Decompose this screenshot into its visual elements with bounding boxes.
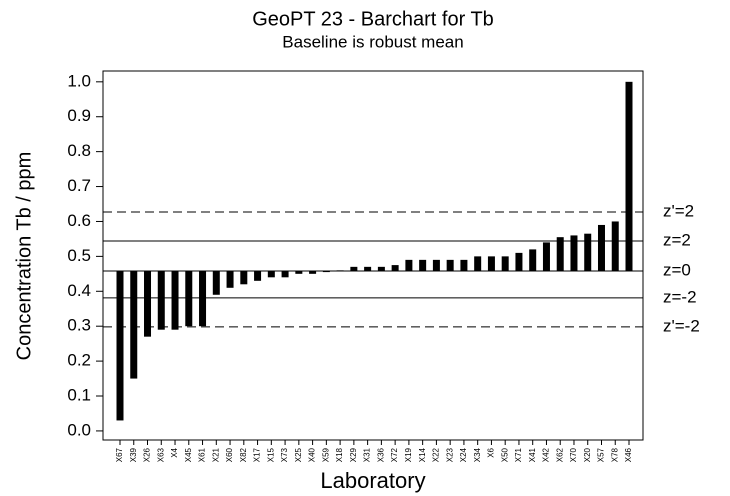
bar	[171, 271, 179, 330]
bar	[446, 259, 454, 272]
y-axis-title: Concentration Tb / ppm	[13, 152, 35, 361]
x-tick-label: X50	[500, 447, 509, 462]
bar	[419, 259, 427, 272]
chart-subtitle: Baseline is robust mean	[282, 32, 463, 51]
x-tick-label: X20	[583, 447, 592, 462]
bar	[405, 259, 413, 272]
bar	[556, 237, 564, 272]
x-tick-label: X24	[459, 447, 468, 462]
x-tick-label: X70	[569, 447, 578, 462]
x-tick-label: X23	[445, 447, 454, 462]
x-tick-label: X45	[184, 447, 193, 462]
x-tick-label: X73	[280, 447, 289, 462]
x-tick-label: X26	[143, 447, 152, 462]
bar	[116, 271, 124, 421]
y-tick-label: 0.9	[67, 106, 91, 125]
bar	[391, 265, 399, 272]
bar	[254, 271, 262, 281]
x-tick-label: X36	[376, 447, 385, 462]
bar	[199, 271, 207, 327]
bar	[322, 271, 330, 273]
bar	[240, 271, 248, 285]
bar	[350, 266, 358, 272]
reference-label: z=2	[663, 230, 691, 249]
reference-label: z=-2	[663, 287, 697, 306]
bar	[309, 271, 317, 274]
x-tick-label: X4	[170, 447, 179, 457]
y-tick-label: 0.7	[67, 176, 91, 195]
bar	[157, 271, 165, 330]
x-tick-label: X15	[266, 447, 275, 462]
x-tick-label: X41	[528, 447, 537, 462]
bar	[584, 233, 592, 272]
bar	[625, 81, 633, 272]
x-tick-label: X82	[239, 447, 248, 462]
bar	[295, 271, 303, 274]
x-tick-label: X42	[542, 447, 551, 462]
bar	[212, 271, 220, 295]
bar	[611, 221, 619, 272]
bar	[529, 249, 537, 272]
x-tick-label: X60	[225, 447, 234, 462]
bar	[501, 256, 509, 272]
y-tick-label: 0.0	[67, 420, 91, 439]
bar	[515, 252, 523, 272]
x-tick-label: X59	[321, 447, 330, 462]
bar	[185, 271, 193, 327]
x-tick-label: X57	[597, 447, 606, 462]
x-tick-label: X25	[294, 447, 303, 462]
y-tick-label: 0.8	[67, 141, 91, 160]
x-tick-label: X19	[404, 447, 413, 462]
y-tick-label: 0.5	[67, 246, 91, 265]
x-tick-label: X63	[156, 447, 165, 462]
x-tick-label: X22	[432, 447, 441, 462]
y-tick-label: 0.2	[67, 351, 91, 370]
chart-title: GeoPT 23 - Barchart for Tb	[252, 8, 494, 30]
x-tick-label: X34	[473, 447, 482, 462]
x-tick-label: X21	[211, 447, 220, 462]
x-tick-label: X29	[349, 447, 358, 462]
x-tick-label: X17	[253, 447, 262, 462]
plot-frame	[102, 70, 644, 441]
x-tick-label: X46	[624, 447, 633, 462]
reference-label: z'=-2	[663, 316, 700, 335]
x-tick-label: X72	[390, 447, 399, 462]
x-tick-label: X31	[363, 447, 372, 462]
bar	[460, 259, 468, 272]
x-tick-label: X39	[129, 447, 138, 462]
x-tick-label: X67	[115, 447, 124, 462]
bar	[144, 271, 152, 337]
bar	[432, 259, 440, 272]
bar	[226, 271, 234, 288]
bar	[597, 224, 605, 272]
y-tick-label: 0.6	[67, 211, 91, 230]
bar	[570, 235, 578, 272]
bar	[364, 266, 372, 272]
x-tick-label: X40	[308, 447, 317, 462]
reference-label: z'=2	[663, 202, 694, 221]
y-tick-label: 0.1	[67, 385, 91, 404]
bar	[377, 266, 385, 272]
bar	[487, 256, 495, 272]
bar	[542, 242, 550, 272]
x-tick-label: X62	[555, 447, 564, 462]
x-tick-label: X18	[335, 447, 344, 462]
bar	[474, 256, 482, 272]
x-tick-label: X78	[610, 447, 619, 462]
x-tick-label: X71	[514, 447, 523, 462]
x-axis-title: Laboratory	[320, 468, 425, 493]
bar	[130, 271, 138, 379]
y-tick-label: 1.0	[67, 71, 91, 90]
y-tick-label: 0.4	[67, 281, 91, 300]
x-tick-label: X6	[487, 447, 496, 457]
bar	[281, 271, 289, 278]
bar	[267, 271, 275, 278]
reference-label: z=0	[663, 261, 691, 280]
x-tick-label: X61	[198, 447, 207, 462]
x-tick-label: X14	[418, 447, 427, 462]
y-tick-label: 0.3	[67, 316, 91, 335]
